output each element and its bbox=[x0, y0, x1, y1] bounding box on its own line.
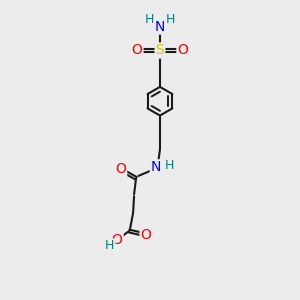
Text: S: S bbox=[156, 44, 164, 58]
Text: H: H bbox=[105, 239, 115, 253]
Text: N: N bbox=[155, 20, 165, 34]
Text: O: O bbox=[115, 162, 126, 176]
Text: N: N bbox=[151, 160, 161, 174]
Text: O: O bbox=[141, 228, 152, 242]
Text: H: H bbox=[165, 159, 175, 172]
Text: H: H bbox=[144, 13, 154, 26]
Text: O: O bbox=[132, 44, 142, 58]
Text: H: H bbox=[166, 13, 176, 26]
Text: O: O bbox=[112, 233, 123, 247]
Text: O: O bbox=[177, 44, 188, 58]
